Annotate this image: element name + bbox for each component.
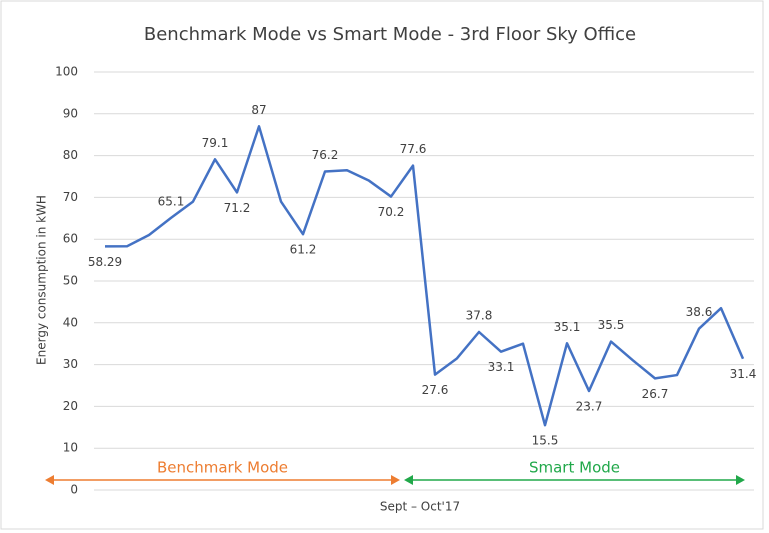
y-tick-label: 40 <box>63 315 78 329</box>
y-tick-label: 0 <box>70 483 78 497</box>
y-tick-label: 50 <box>63 274 78 288</box>
annotation-label: Smart Mode <box>529 459 620 477</box>
y-axis-label: Energy consumption in kWH <box>35 195 49 365</box>
arrow-head <box>45 475 54 485</box>
data-label: 37.8 <box>466 308 493 322</box>
x-axis-label: Sept – Oct'17 <box>380 500 460 514</box>
y-tick-label: 80 <box>63 148 78 162</box>
y-tick-label: 70 <box>63 190 78 204</box>
y-tick-label: 10 <box>63 441 78 455</box>
data-label: 77.6 <box>400 142 427 156</box>
arrow-head <box>404 475 413 485</box>
data-label: 61.2 <box>290 243 317 257</box>
y-tick-label: 20 <box>63 399 78 413</box>
data-label: 26.7 <box>642 387 669 401</box>
y-tick-label: 90 <box>63 106 78 120</box>
data-line <box>104 125 745 427</box>
data-label: 79.1 <box>202 136 229 150</box>
data-label: 23.7 <box>576 399 603 413</box>
data-label: 70.2 <box>378 205 405 219</box>
chart-title: Benchmark Mode vs Smart Mode - 3rd Floor… <box>144 24 636 45</box>
data-label: 87 <box>251 103 266 117</box>
arrow-head <box>736 475 745 485</box>
y-tick-label: 30 <box>63 357 78 371</box>
data-label: 15.5 <box>532 434 559 448</box>
data-label: 31.4 <box>730 367 757 381</box>
data-label: 71.2 <box>224 201 251 215</box>
data-label: 33.1 <box>488 360 515 374</box>
data-label: 58.29 <box>88 255 122 269</box>
data-label: 38.6 <box>686 305 713 319</box>
arrow-head <box>391 475 400 485</box>
annotation-label: Benchmark Mode <box>157 459 288 477</box>
data-label: 27.6 <box>422 383 449 397</box>
data-label: 76.2 <box>312 148 339 162</box>
y-tick-label: 60 <box>63 232 78 246</box>
data-label: 35.1 <box>554 320 581 334</box>
y-tick-label: 100 <box>55 65 78 79</box>
data-label: 35.5 <box>598 318 625 332</box>
data-label: 65.1 <box>158 194 185 208</box>
